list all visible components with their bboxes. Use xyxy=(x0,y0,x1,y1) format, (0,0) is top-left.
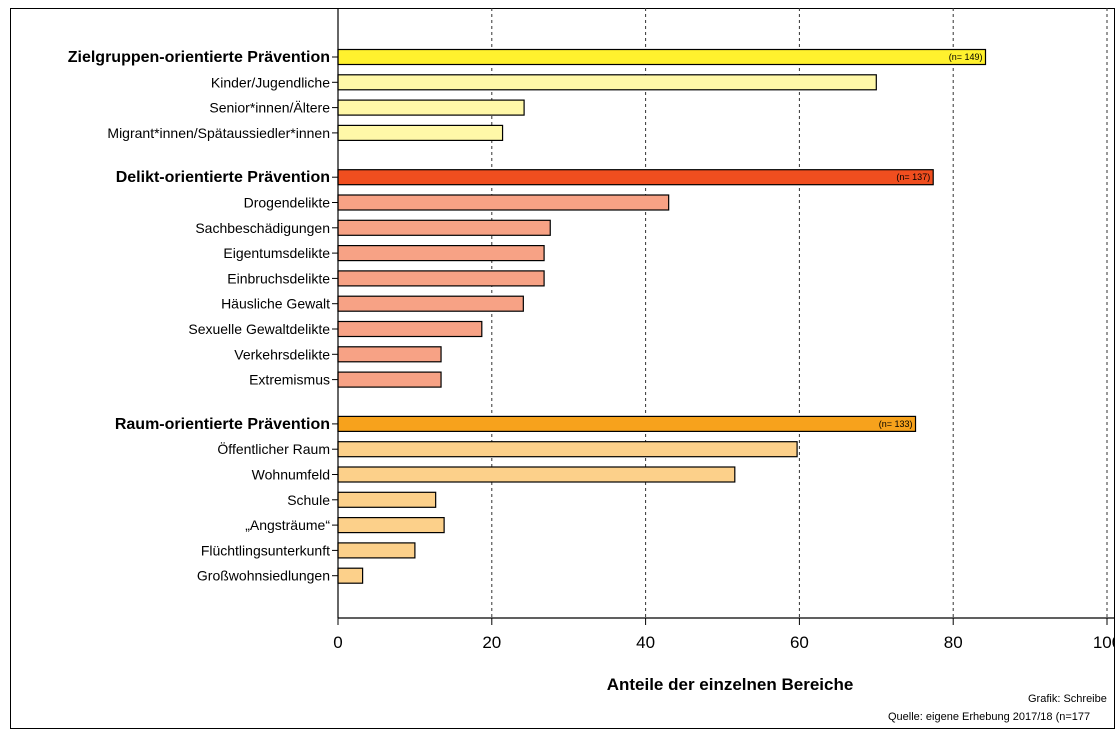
bar xyxy=(337,295,524,312)
category-label: Extremismus xyxy=(249,372,330,388)
n-label: (n= 133) xyxy=(879,419,913,429)
bar xyxy=(337,270,545,287)
group-bar xyxy=(337,415,917,432)
grid-lines xyxy=(491,8,1108,618)
category-label: Öffentlicher Raum xyxy=(217,440,330,457)
category-label: Drogendelikte xyxy=(244,195,331,211)
bar xyxy=(337,194,670,211)
category-label: Sachbeschädigungen xyxy=(195,220,330,236)
credit-graphic: Grafik: Schreibe xyxy=(1028,693,1107,705)
x-axis-title: Anteile der einzelnen Bereiche xyxy=(607,675,854,694)
category-label: Einbruchsdelikte xyxy=(227,270,330,286)
group-bar xyxy=(337,169,934,186)
group-label: Zielgruppen-orientierte Prävention xyxy=(68,49,330,66)
n-label: (n= 137) xyxy=(896,172,930,182)
bars xyxy=(337,48,987,584)
x-tick-label: 40 xyxy=(636,633,655,652)
category-label: Sexuelle Gewaltdelikte xyxy=(188,321,330,337)
bar xyxy=(337,542,416,559)
category-labels: Zielgruppen-orientierte Prävention (n= 14… xyxy=(68,49,983,584)
category-label: Flüchtlingsunterkunft xyxy=(201,542,330,558)
category-label: Wohnumfeld xyxy=(252,467,330,483)
bar xyxy=(337,320,483,338)
category-label: Schule xyxy=(287,492,330,508)
bar xyxy=(337,124,504,142)
category-label: Kinder/Jugendliche xyxy=(211,74,330,90)
bar xyxy=(337,516,445,534)
x-tick-label: 100 xyxy=(1093,633,1115,652)
x-tick-label: 0 xyxy=(333,633,342,652)
bar xyxy=(337,99,525,116)
bar xyxy=(337,466,736,483)
category-label: „Angsträume“ xyxy=(245,517,330,533)
bar xyxy=(337,346,442,363)
bar xyxy=(337,219,551,236)
bar xyxy=(337,441,798,458)
category-label: Senior*innen/Ältere xyxy=(209,100,330,116)
bar xyxy=(337,567,364,584)
x-tick-label: 20 xyxy=(482,633,501,652)
category-label: Eigentumsdelikte xyxy=(223,245,330,261)
bar xyxy=(337,74,877,91)
group-bar xyxy=(337,48,987,66)
credit-source: Quelle: eigene Erhebung 2017/18 (n=177 xyxy=(888,711,1090,723)
group-label: Raum-orientierte Prävention xyxy=(115,416,330,433)
bar xyxy=(337,491,437,508)
category-label: Verkehrsdelikte xyxy=(234,346,330,362)
category-label: Migrant*innen/Spätaussiedler*innen xyxy=(107,125,330,141)
bar xyxy=(337,371,442,388)
x-axis: 0 20 40 60 80 100 xyxy=(332,8,1115,652)
category-label: Großwohnsiedlungen xyxy=(197,568,330,584)
bar xyxy=(337,245,545,262)
category-label: Häusliche Gewalt xyxy=(221,296,330,312)
n-label: (n= 149) xyxy=(949,52,983,62)
group-label: Delikt-orientierte Prävention xyxy=(116,169,330,186)
x-tick-label: 60 xyxy=(790,633,809,652)
x-tick-label: 80 xyxy=(944,633,963,652)
